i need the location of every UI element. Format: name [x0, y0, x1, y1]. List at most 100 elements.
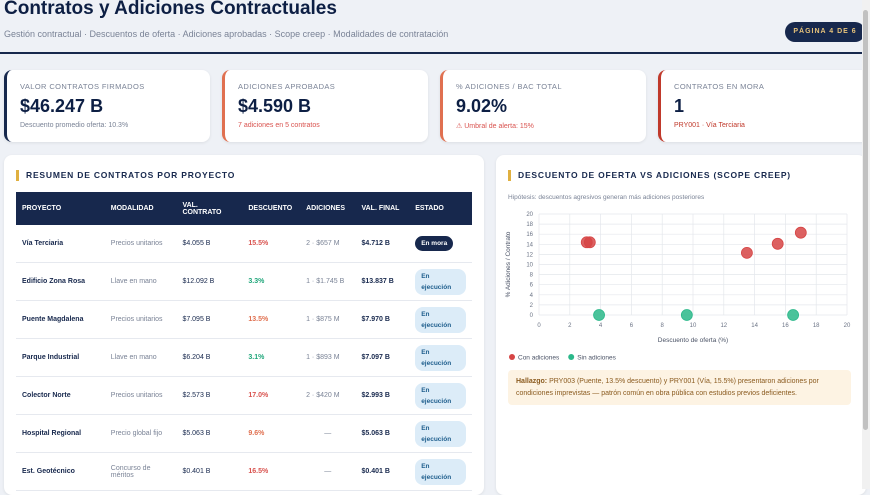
cell-text: Precio global fijo: [110, 430, 163, 437]
cell-text: Precios unitarios: [110, 316, 163, 323]
table-row: Hospital Regional Precio global fijo $5.06…: [16, 414, 472, 453]
table-cell: —: [300, 452, 356, 491]
cell-text: $7.097 B: [361, 354, 390, 361]
cell-text: Colector Norte: [22, 392, 71, 399]
table-cell: $0.401 B: [176, 452, 243, 491]
y-tick-label: 4: [530, 293, 534, 299]
legend-marker: [509, 354, 515, 360]
cell-text: Llave en mano: [110, 354, 157, 361]
kpi-note-text: 7 adiciones en 5 contratos: [238, 122, 320, 129]
table-cell: $12.092 B: [176, 262, 243, 301]
kpi-card: ADICIONES APROBADAS $4.590 B 7 adiciones e…: [222, 70, 428, 142]
table-cell: $2.993 B: [355, 376, 410, 415]
table-cell: 3.1%: [242, 338, 301, 377]
table-row: Puente Magdalena Precios unitarios $7.095 …: [16, 300, 472, 339]
status-pill: En mora: [415, 236, 454, 251]
cell-text: 17.0%: [248, 392, 269, 399]
status-pill: En ejecución: [415, 306, 466, 333]
cell-text: Vía Terciaria: [22, 240, 64, 247]
table-cell: 1 · $893 M: [300, 338, 356, 377]
y-axis-label: % Adiciones / Contrato: [505, 231, 512, 297]
table-cell: Precios unitarios: [104, 225, 177, 263]
table-cell: En ejecución: [409, 414, 472, 453]
finding-note: Hallazgo: PRY003 (Puente, 13.5% descuent…: [508, 370, 851, 405]
kpi-label: CONTRATOS EN MORA: [674, 82, 765, 91]
table-cell: Llave en mano: [104, 338, 177, 377]
table-cell: Precios unitarios: [104, 376, 177, 415]
cell-text: Edificio Zona Rosa: [22, 278, 86, 285]
cell-text: 16.5%: [248, 468, 269, 475]
table-cell: En ejecución: [409, 262, 472, 301]
page-subtitle: Gestión contractual · Descuentos de ofer…: [4, 29, 449, 39]
kpi-label: VALOR CONTRATOS FIRMADOS: [20, 82, 145, 91]
x-tick-label: 18: [813, 323, 820, 329]
y-tick-label: 8: [530, 273, 534, 279]
kpi-note-text: Umbral de alerta: 15%: [464, 123, 534, 130]
x-tick-label: 4: [599, 323, 603, 329]
status-pill: En ejecución: [415, 458, 466, 485]
table-cell: Concurso de méritos: [104, 452, 177, 491]
table-row: Est. Geotécnico Concurso de méritos $0.401…: [16, 452, 472, 491]
table-cell: $7.970 B: [355, 300, 410, 339]
column-header: ESTADO: [409, 192, 472, 225]
column-header: DESCUENTO: [242, 192, 301, 225]
scrollbar-thumb[interactable]: [863, 10, 868, 430]
column-header: PROYECTO: [16, 192, 105, 225]
table-cell: En ejecución: [409, 452, 472, 491]
table-cell: 2 · $420 M: [300, 376, 356, 415]
y-tick-label: 2: [530, 303, 534, 309]
column-header: VAL. FINAL: [355, 192, 410, 225]
kpi-note: PRY001 · Vía Terciaria: [674, 122, 745, 129]
table-cell: Vía Terciaria: [16, 225, 105, 263]
cell-text: 1 · $893 M: [306, 354, 340, 361]
table-body: Vía Terciaria Precios unitarios $4.055 B 15…: [16, 225, 472, 491]
table-cell: 3.3%: [242, 262, 301, 301]
contracts-table: PROYECTO MODALIDAD VAL. CONTRATO DESCUENTO A…: [16, 192, 472, 491]
y-tick-label: 6: [530, 283, 534, 289]
status-pill: En ejecución: [415, 344, 466, 371]
cell-text: $0.401 B: [182, 468, 211, 475]
cell-text: 2 · $420 M: [306, 392, 340, 399]
cell-text: $12.092 B: [182, 278, 215, 285]
y-tick-label: 0: [530, 313, 534, 319]
kpi-card: CONTRATOS EN MORA 1 PRY001 · Vía Terciaria: [658, 70, 870, 142]
chart-panel: DESCUENTO DE OFERTA VS ADICIONES (SCOPE …: [496, 155, 866, 495]
cell-text: $7.970 B: [361, 316, 390, 323]
point: [740, 246, 753, 259]
cell-text: $5.063 B: [182, 430, 211, 437]
status-pill: En ejecución: [415, 268, 466, 295]
cell-text: $6.204 B: [182, 354, 211, 361]
cell-text: Precios unitarios: [110, 392, 163, 399]
kpi-note-text: Descuento promedio oferta: 10.3%: [20, 122, 129, 129]
legend-label: Con adiciones: [518, 355, 560, 362]
kpi-card: % ADICIONES / BAC TOTAL 9.02% ⚠ Umbral de …: [440, 70, 646, 142]
cell-text: $13.837 B: [361, 278, 394, 285]
cell-text: Llave en mano: [110, 278, 157, 285]
table-cell: 16.5%: [242, 452, 301, 491]
cell-text: Concurso de méritos: [110, 464, 151, 479]
cell-text: Est. Geotécnico: [22, 468, 75, 475]
kpi-card: VALOR CONTRATOS FIRMADOS $46.247 B Descuen…: [4, 70, 210, 142]
y-tick-label: 12: [526, 252, 533, 258]
table-row: Edificio Zona Rosa Llave en mano $12.092 B…: [16, 262, 472, 301]
kpi-value: $4.590 B: [238, 96, 312, 116]
y-tick-label: 14: [526, 242, 533, 248]
cell-text: $2.573 B: [182, 392, 211, 399]
y-tick-label: 10: [526, 263, 533, 269]
point: [593, 309, 605, 321]
table-row: Parque Industrial Llave en mano $6.204 B 3.…: [16, 338, 472, 377]
x-tick-label: 6: [630, 323, 634, 329]
x-tick-label: 20: [844, 323, 851, 329]
kpi-note: Descuento promedio oferta: 10.3%: [20, 122, 128, 129]
kpi-note: ⚠ Umbral de alerta: 15%: [456, 122, 534, 130]
table-cell: Precios unitarios: [104, 300, 177, 339]
point: [771, 237, 784, 250]
y-tick-label: 18: [526, 222, 533, 228]
warning-icon: ⚠: [456, 123, 465, 130]
table-cell: $6.204 B: [176, 338, 243, 377]
x-tick-label: 12: [720, 323, 727, 329]
table-cell: 1 · $875 M: [300, 300, 356, 339]
cell-text: $4.712 B: [361, 240, 390, 247]
table-cell: $13.837 B: [355, 262, 410, 301]
